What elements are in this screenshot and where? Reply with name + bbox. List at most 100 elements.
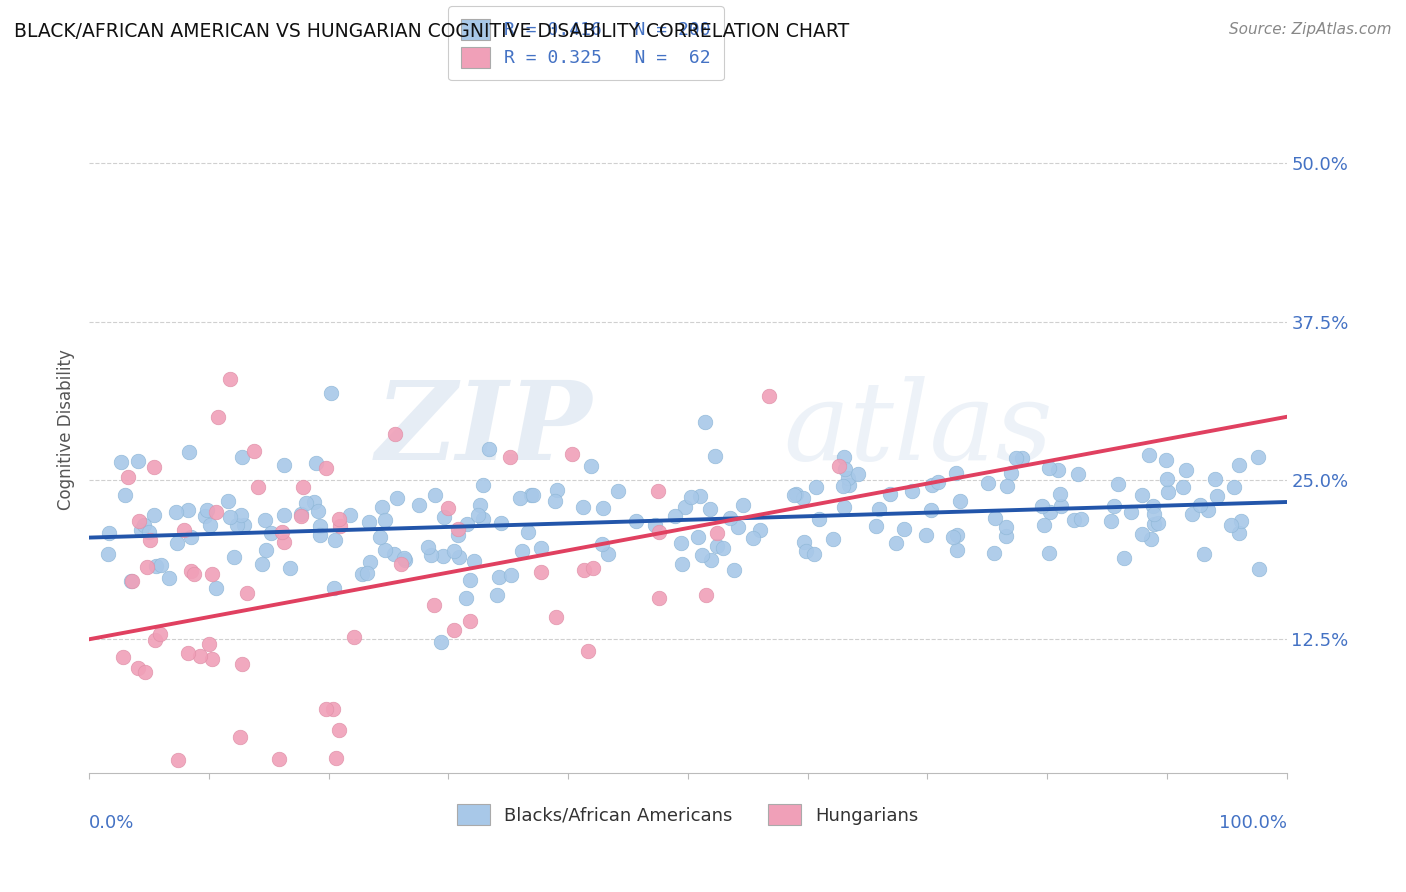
Point xyxy=(138,525,160,540)
Point xyxy=(1204,472,1226,486)
Point xyxy=(278,561,301,575)
Point xyxy=(945,543,967,558)
Point xyxy=(1038,546,1060,560)
Point xyxy=(1033,517,1056,532)
Point xyxy=(329,518,352,533)
Point xyxy=(806,480,828,494)
Point xyxy=(828,459,851,474)
Point xyxy=(693,416,716,430)
Point xyxy=(1067,467,1090,481)
Point xyxy=(591,537,613,551)
Point xyxy=(510,543,533,558)
Point xyxy=(690,548,713,562)
Point xyxy=(783,488,806,502)
Point xyxy=(343,630,366,644)
Point xyxy=(198,637,221,651)
Point xyxy=(322,702,344,716)
Point xyxy=(837,471,859,485)
Point xyxy=(689,489,711,503)
Point xyxy=(1142,499,1164,513)
Point xyxy=(486,588,509,602)
Point xyxy=(447,528,470,542)
Point xyxy=(727,520,749,534)
Point xyxy=(432,549,454,563)
Point xyxy=(1205,489,1227,503)
Point xyxy=(1143,507,1166,521)
Point xyxy=(204,581,226,595)
Point xyxy=(1000,466,1022,480)
Point xyxy=(572,564,595,578)
Point xyxy=(433,510,456,524)
Point xyxy=(582,561,605,575)
Text: BLACK/AFRICAN AMERICAN VS HUNGARIAN COGNITIVE DISABILITY CORRELATION CHART: BLACK/AFRICAN AMERICAN VS HUNGARIAN COGN… xyxy=(14,22,849,41)
Point xyxy=(1039,505,1062,519)
Point xyxy=(231,450,253,464)
Point xyxy=(374,542,396,557)
Point xyxy=(1143,516,1166,531)
Point xyxy=(711,541,734,555)
Point xyxy=(315,702,337,716)
Point xyxy=(242,443,264,458)
Point xyxy=(834,450,856,464)
Point xyxy=(328,723,350,737)
Point xyxy=(307,504,329,518)
Point xyxy=(1063,512,1085,526)
Point xyxy=(394,552,416,566)
Point xyxy=(706,539,728,553)
Point xyxy=(561,447,583,461)
Point xyxy=(1249,562,1271,576)
Point xyxy=(1070,512,1092,526)
Point xyxy=(520,488,543,502)
Point xyxy=(731,499,754,513)
Point xyxy=(254,542,277,557)
Point xyxy=(1230,514,1253,528)
Point xyxy=(1156,472,1178,486)
Point xyxy=(117,470,139,484)
Point xyxy=(323,581,346,595)
Point xyxy=(576,644,599,658)
Point xyxy=(359,555,381,569)
Point xyxy=(447,522,470,536)
Point xyxy=(219,510,242,524)
Point xyxy=(201,652,224,666)
Point xyxy=(984,511,1007,525)
Point xyxy=(290,507,312,521)
Point xyxy=(385,491,408,506)
Point xyxy=(1047,463,1070,477)
Point xyxy=(529,541,551,556)
Point xyxy=(1130,527,1153,541)
Point xyxy=(180,530,202,544)
Point xyxy=(1112,550,1135,565)
Point xyxy=(471,512,494,526)
Point xyxy=(671,558,693,572)
Point xyxy=(478,442,501,457)
Point xyxy=(292,480,315,494)
Text: 0.0%: 0.0% xyxy=(89,814,135,832)
Point xyxy=(1227,525,1250,540)
Point xyxy=(821,532,844,546)
Point xyxy=(499,568,522,582)
Point xyxy=(143,508,166,523)
Point xyxy=(1107,476,1129,491)
Point xyxy=(669,536,692,550)
Point xyxy=(368,530,391,544)
Point xyxy=(458,574,481,588)
Point xyxy=(470,498,492,512)
Point xyxy=(865,518,887,533)
Point xyxy=(120,574,142,589)
Point xyxy=(699,502,721,516)
Point xyxy=(456,517,478,532)
Point xyxy=(1227,458,1250,472)
Point xyxy=(467,508,489,522)
Point xyxy=(294,496,316,510)
Point xyxy=(273,508,295,522)
Point xyxy=(834,461,856,475)
Point xyxy=(309,528,332,542)
Point xyxy=(491,516,513,530)
Point xyxy=(356,566,378,580)
Point xyxy=(157,571,180,585)
Point xyxy=(165,506,187,520)
Point xyxy=(443,624,465,638)
Point xyxy=(96,547,118,561)
Point xyxy=(1130,488,1153,502)
